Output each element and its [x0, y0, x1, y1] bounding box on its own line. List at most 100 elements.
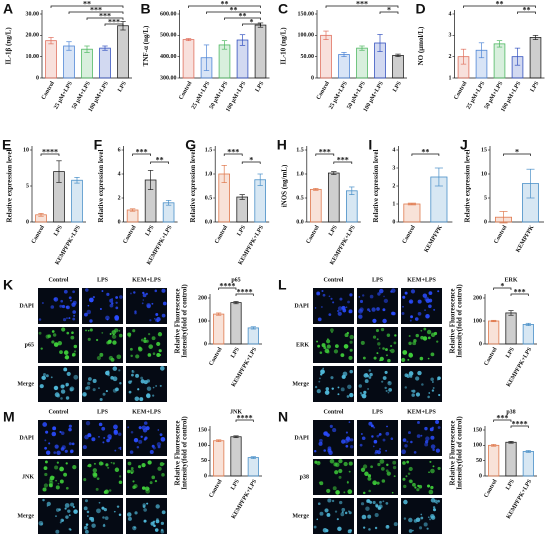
cell [45, 374, 49, 378]
cell [160, 436, 166, 442]
cell [40, 347, 43, 350]
cell [138, 439, 143, 444]
micrograph [401, 288, 442, 324]
significance-label: * [387, 5, 391, 14]
cell [102, 441, 105, 444]
x-tick-label: Control [483, 346, 498, 367]
cell [363, 373, 368, 378]
cell [144, 486, 150, 491]
cell [426, 527, 429, 530]
cell [432, 465, 435, 468]
row-label: DAPI [294, 435, 309, 441]
y-tick-label: 50.00 [301, 54, 315, 60]
cell [155, 519, 160, 524]
x-tick-label: LPS [505, 346, 516, 359]
significance-label: ** [221, 0, 229, 8]
cell [320, 305, 323, 308]
bar [45, 40, 57, 79]
chart-title: p65 [231, 277, 240, 283]
cell [428, 471, 430, 474]
cell [143, 380, 148, 385]
cell [146, 393, 151, 398]
panel-letter: J [460, 137, 468, 153]
cell [50, 376, 53, 379]
y-tick-label: 50 [476, 458, 482, 464]
cell [92, 388, 96, 392]
cell [114, 467, 120, 472]
cell [427, 395, 430, 399]
cell [373, 356, 377, 360]
cell [334, 344, 339, 349]
cell [112, 376, 118, 382]
cell [145, 339, 149, 343]
error-bar [203, 44, 210, 71]
cell [72, 464, 77, 470]
cell [114, 328, 119, 333]
cell [157, 445, 161, 449]
significance-bracket [188, 5, 261, 8]
cell [420, 513, 423, 516]
cell [155, 504, 160, 509]
cell [367, 476, 372, 481]
y-axis-label: Relative expression level [464, 149, 472, 222]
significance-label: ** [496, 0, 504, 8]
cell [387, 358, 391, 363]
cell [425, 298, 431, 304]
cell [348, 421, 351, 423]
significance-bracket [104, 23, 124, 26]
cell [347, 529, 352, 534]
y-axis-label: IL-10 (ng/L) [280, 27, 288, 65]
cell [408, 299, 414, 304]
y-tick-label: 100.00 [298, 33, 315, 39]
cell [152, 352, 156, 355]
cell [92, 468, 98, 473]
cell [359, 307, 364, 312]
row-label: p65 [25, 342, 34, 348]
x-tick-label: Control [316, 80, 331, 101]
y-axis-label: IL-1β (ng/L) [5, 27, 13, 65]
cell [115, 387, 119, 392]
cell [104, 489, 109, 494]
cell [326, 488, 331, 494]
cell [337, 393, 340, 396]
cell [44, 472, 48, 477]
cell [152, 520, 156, 523]
cell [156, 353, 161, 358]
significance-label: *** [319, 147, 331, 156]
cell [432, 508, 437, 512]
cell [82, 392, 87, 397]
cell [376, 481, 380, 485]
cell [343, 461, 348, 467]
significance-label: *** [496, 413, 508, 422]
cell [72, 290, 76, 294]
cell [430, 515, 436, 520]
cell [419, 356, 424, 361]
cell [127, 469, 131, 474]
cell [87, 515, 89, 517]
cell [382, 318, 387, 324]
error-bar [478, 42, 485, 59]
cell [367, 514, 372, 519]
cell [72, 300, 77, 305]
cell [66, 331, 70, 335]
bar [236, 196, 249, 223]
bar [309, 188, 322, 223]
cell [43, 483, 49, 488]
cell [115, 301, 118, 304]
cell [48, 442, 51, 445]
cell [407, 358, 410, 361]
cell [428, 304, 432, 309]
cell [142, 299, 145, 301]
cell [324, 348, 330, 354]
cell [323, 346, 327, 350]
x-tick-label: LPS [53, 224, 64, 237]
cell [149, 449, 154, 454]
cell [417, 370, 422, 376]
cell [383, 295, 385, 298]
cell [116, 505, 120, 508]
row-label: p38 [300, 474, 309, 480]
cell [359, 299, 364, 304]
cell [60, 397, 63, 400]
y-tick-label: 4 [392, 147, 395, 153]
cell [359, 391, 363, 395]
